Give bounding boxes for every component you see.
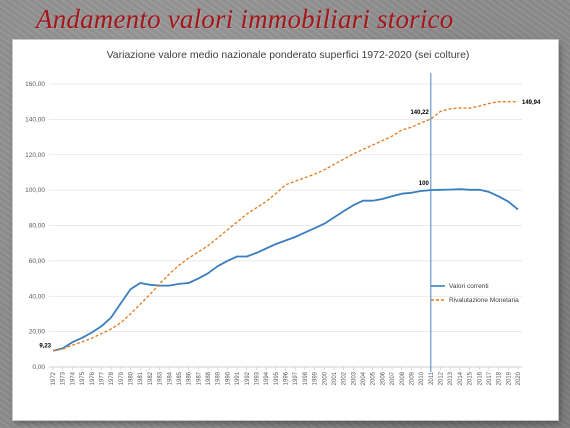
x-tick-label: 1978 [109, 371, 115, 385]
y-tick-label: 120,00 [25, 152, 45, 159]
x-tick-label: 2020 [516, 371, 522, 385]
x-tick-label: 1981 [138, 371, 144, 385]
series-group [52, 101, 519, 352]
x-tick-label: 2013 [448, 371, 454, 385]
x-tick-label: 1992 [245, 371, 251, 385]
x-tick-label: 2005 [371, 371, 377, 385]
x-tick-label: 2007 [390, 371, 396, 385]
x-tick-label: 1976 [90, 371, 96, 385]
x-tick-label: 1987 [196, 371, 202, 385]
x-tick-label: 1993 [254, 371, 260, 385]
x-tick-label: 1974 [70, 371, 76, 385]
x-tick-label: 1997 [293, 371, 299, 385]
y-tick-label: 40,00 [29, 293, 46, 300]
x-tick-label: 1991 [235, 371, 241, 385]
x-tick-label: 2018 [497, 371, 503, 385]
x-tick-label: 1979 [119, 371, 125, 385]
x-tick-label: 2012 [439, 371, 445, 385]
x-tick-label: 2017 [487, 371, 493, 385]
x-tick-label: 1994 [264, 371, 270, 385]
x-tick-label: 1986 [187, 371, 193, 385]
y-tick-label: 0,00 [32, 364, 45, 371]
line-chart: Variazione valore medio nazionale ponder… [25, 49, 541, 385]
y-axis-ticks: 0,00 20,00 40,00 60,00 80,00 100,00 120,00 140,… [25, 81, 45, 371]
x-tick-label: 1983 [158, 371, 164, 385]
data-label: 140,22 [410, 110, 429, 116]
y-tick-label: 100,00 [25, 187, 45, 194]
y-tick-label: 20,00 [29, 329, 46, 336]
data-label: 149,94 [522, 100, 541, 106]
x-tick-label: 1996 [284, 371, 290, 385]
series-line-valori-correnti [52, 188, 519, 352]
x-tick-label: 1984 [167, 371, 173, 385]
x-tick-label: 2004 [361, 371, 367, 385]
y-tick-label: 140,00 [25, 116, 45, 123]
y-tick-label: 60,00 [29, 258, 46, 265]
x-tick-label: 2011 [429, 371, 435, 385]
series-line-rivalutazione-monetaria [52, 101, 519, 352]
slide-title: Andamento valori immobiliari storico [36, 4, 454, 34]
x-tick-label: 1998 [303, 371, 309, 385]
x-tick-label: 1973 [61, 371, 67, 385]
x-tick-label: 1988 [206, 371, 212, 385]
x-tick-label: 1972 [51, 371, 57, 385]
x-tick-label: 2016 [477, 371, 483, 385]
x-tick-label: 2003 [351, 371, 357, 385]
x-tick-label: 2002 [342, 371, 348, 385]
data-label: 9,23 [39, 344, 51, 350]
x-tick-label: 1982 [148, 371, 154, 385]
x-tick-label: 1999 [313, 371, 319, 385]
y-tick-label: 80,00 [29, 223, 46, 230]
x-tick-label: 2008 [400, 371, 406, 385]
x-tick-label: 1975 [80, 371, 86, 385]
legend-label: Valori correnti [449, 283, 489, 290]
x-tick-label: 2000 [322, 371, 328, 385]
x-tick-label: 1980 [129, 371, 135, 385]
x-tick-label: 2014 [458, 371, 464, 385]
x-tick-label: 1985 [177, 371, 183, 385]
x-tick-label: 2010 [419, 371, 425, 385]
annotations-group: 9,23 100 140,22 149,94 [39, 100, 541, 350]
x-tick-label: 2009 [409, 371, 415, 385]
x-axis-ticks: 1972 1973 1974 1975 1976 1977 1978 1979 1980 1981… [51, 367, 522, 385]
chart-panel: Variazione valore medio nazionale ponder… [13, 40, 558, 420]
grid-lines [49, 83, 522, 368]
data-label: 100 [419, 181, 430, 187]
x-tick-label: 2001 [332, 371, 338, 385]
legend-label: Rivalutazione Monetaria [449, 297, 519, 304]
x-tick-label: 1995 [274, 371, 280, 385]
x-tick-label: 1977 [99, 371, 105, 385]
x-tick-label: 2019 [506, 371, 512, 385]
x-tick-label: 1990 [225, 371, 231, 385]
legend: Valori correnti Rivalutazione Monetaria [431, 283, 519, 304]
x-tick-label: 1989 [216, 371, 222, 385]
x-tick-label: 2006 [380, 371, 386, 385]
y-tick-label: 160,00 [25, 81, 45, 88]
chart-title: Variazione valore medio nazionale ponder… [107, 49, 470, 61]
x-tick-label: 2015 [468, 371, 474, 385]
